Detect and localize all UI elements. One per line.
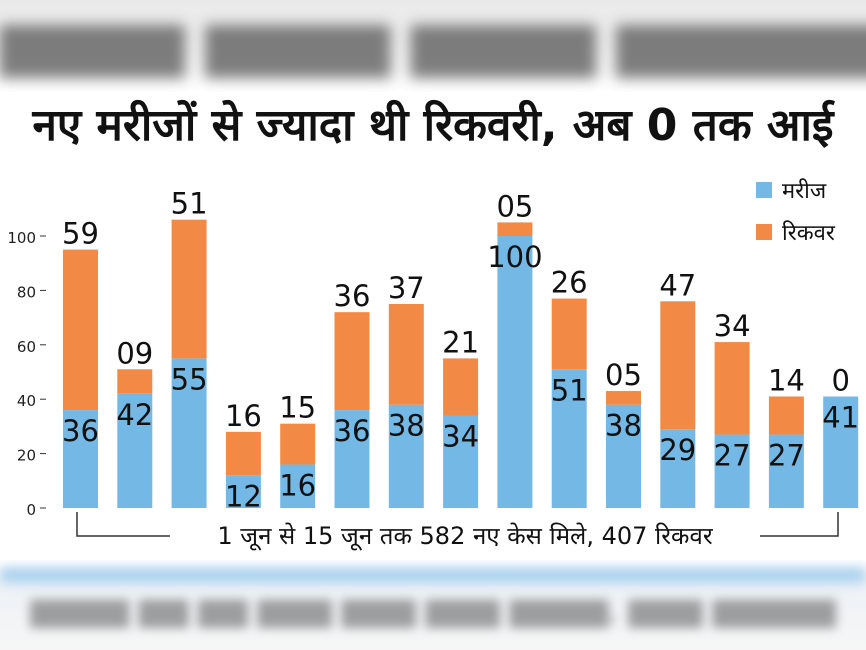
bar-value-label-recovered: 14	[768, 363, 805, 397]
bar-value-label-recovered: 37	[388, 271, 425, 305]
bar-value-label-patients: 16	[279, 468, 316, 502]
bar-value-label-patients: 51	[551, 373, 588, 407]
bar-recovered	[280, 423, 316, 465]
bar-value-label-recovered: 59	[62, 217, 99, 251]
bar-value-label-recovered: 05	[496, 189, 533, 223]
bar-value-label-patients: 12	[225, 479, 262, 513]
bar-recovered	[388, 304, 424, 405]
bar-patients	[63, 410, 98, 508]
bar-value-label-patients: 36	[62, 414, 99, 448]
bar-value-label-recovered: 21	[442, 325, 479, 359]
y-tick-label: 100	[7, 229, 36, 247]
legend-swatch	[756, 182, 772, 198]
bar-recovered	[768, 396, 804, 435]
bar-patients	[225, 475, 261, 508]
blurred-header-background: ▆▆▆▆ ▆▆▆▆ ▆▆▆▆ ▆▆▆▆▆▆ ▆▆ ▆ ▆▆▆	[0, 0, 866, 92]
y-tick-label: 40	[17, 392, 36, 410]
chart-footnote: 1 जून से 15 जून तक 582 नए केस मिले, 407 …	[170, 518, 760, 554]
bar-patients	[551, 369, 587, 508]
bar-recovered	[551, 298, 587, 370]
bar-value-label-patients: 38	[605, 409, 642, 443]
bar-patients	[497, 236, 533, 508]
bar-value-label-patients: 38	[388, 409, 425, 443]
bar-value-label-recovered: 05	[605, 358, 642, 392]
legend-swatch	[756, 224, 772, 240]
bar-patients	[660, 429, 696, 508]
bar-value-label-recovered: 16	[225, 399, 262, 433]
y-tick-label: 60	[17, 338, 36, 356]
legend-label: रिकवर	[782, 220, 836, 246]
blurred-footer-band	[0, 568, 866, 582]
bar-value-label-recovered: 26	[551, 266, 588, 300]
bar-recovered	[117, 369, 153, 394]
bar-recovered	[714, 342, 750, 435]
bar-patients	[823, 396, 859, 508]
bar-patients	[388, 404, 424, 508]
bar-patients	[714, 434, 750, 508]
bar-patients	[606, 404, 641, 508]
bar-patients	[443, 415, 479, 508]
y-tick-label: 0	[26, 501, 36, 519]
bar-recovered	[63, 249, 98, 411]
bar-value-label-recovered: 34	[714, 309, 751, 343]
bar-value-label-recovered: 0	[831, 363, 849, 397]
bar-value-label-patients: 27	[768, 439, 805, 473]
bar-value-label-patients: 29	[659, 433, 696, 467]
bar-recovered	[225, 431, 261, 476]
chart-title: नए मरीजों से ज्यादा थी रिकवरी, अब 0 तक आ…	[32, 100, 834, 151]
bar-value-label-patients: 42	[116, 398, 153, 432]
blurred-footer-background: ▆▆▆▆ ▆▆ ▆▆ ▆▆▆ ▆▆▆ ▆▆▆ ▆▆▆▆, ▆▆▆ ▆▆▆▆▆	[0, 560, 866, 650]
bar-patients	[117, 393, 153, 508]
bar-patients	[280, 464, 316, 508]
bar-recovered	[606, 391, 641, 405]
bar-value-label-patients: 27	[714, 439, 751, 473]
bar-value-label-recovered: 47	[659, 268, 696, 302]
bar-value-label-patients: 36	[334, 414, 371, 448]
y-tick-label: 80	[17, 283, 36, 301]
bar-value-label-recovered: 51	[171, 187, 208, 221]
bar-patients	[334, 410, 370, 508]
blurred-header-text: ▆▆▆▆ ▆▆▆▆ ▆▆▆▆ ▆▆▆▆▆▆ ▆▆ ▆ ▆▆▆	[0, 8, 866, 78]
bar-value-label-recovered: 15	[279, 391, 316, 425]
bar-value-label-recovered: 09	[116, 336, 153, 370]
bar-patients	[768, 434, 804, 508]
bar-recovered	[497, 222, 533, 236]
bar-value-label-patients: 34	[442, 420, 479, 454]
bar-recovered	[334, 312, 370, 411]
bar-patients	[171, 358, 207, 508]
y-tick-label: 20	[17, 447, 36, 465]
bar-value-label-patients: 55	[171, 362, 208, 396]
blurred-footer-text: ▆▆▆▆ ▆▆ ▆▆ ▆▆▆ ▆▆▆ ▆▆▆ ▆▆▆▆, ▆▆▆ ▆▆▆▆▆	[30, 590, 836, 628]
bar-value-label-recovered: 36	[334, 279, 371, 313]
bar-value-label-patients: 100	[487, 240, 542, 274]
legend-label: मरीज	[782, 178, 827, 204]
bar-value-label-patients: 41	[822, 400, 859, 434]
bar-recovered	[443, 358, 479, 416]
bar-recovered	[171, 219, 207, 359]
bar-recovered	[660, 301, 696, 430]
